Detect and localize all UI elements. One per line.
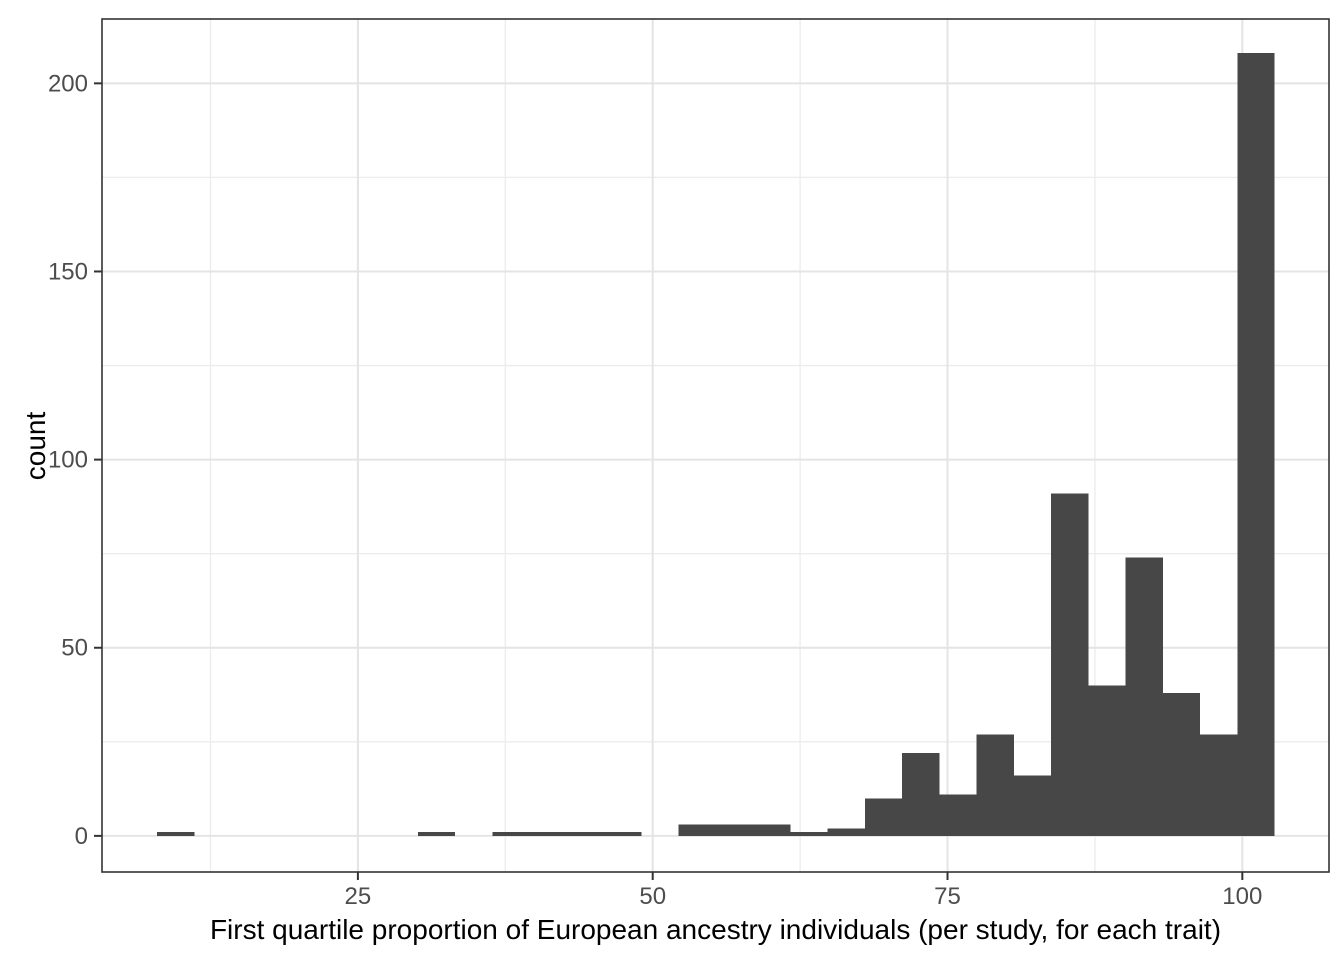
histogram-bar	[864, 798, 903, 836]
histogram-bar	[529, 832, 567, 836]
histogram-bar	[790, 832, 828, 836]
histogram-bar	[1051, 493, 1089, 836]
histogram-bar	[715, 824, 754, 836]
y-axis-tick-label: 200	[48, 70, 88, 97]
y-axis-title: count	[20, 411, 51, 481]
histogram-bar	[1200, 734, 1238, 836]
histogram-bar	[902, 753, 940, 836]
histogram-bar	[157, 832, 195, 836]
histogram-bar	[976, 734, 1014, 836]
y-axis-tick-label: 50	[61, 635, 88, 662]
histogram-bar	[753, 824, 791, 836]
x-axis-title: First quartile proportion of European an…	[209, 914, 1222, 945]
histogram-bar	[417, 832, 456, 836]
histogram-bar	[604, 832, 642, 836]
histogram-bar	[1088, 685, 1126, 836]
x-axis-tick-label: 100	[1222, 883, 1262, 910]
x-axis-tick-label: 75	[934, 883, 961, 910]
y-axis-tick-label: 0	[75, 823, 88, 850]
x-axis-tick-label: 50	[639, 883, 666, 910]
y-axis-tick-label: 100	[48, 447, 88, 474]
y-axis-tick-label: 150	[48, 258, 88, 285]
histogram-bar	[678, 824, 716, 836]
histogram-bar	[939, 794, 977, 836]
plot-panel-border	[101, 18, 1330, 873]
histogram-bar	[1237, 53, 1275, 836]
histogram-bar	[1125, 557, 1163, 836]
histogram-bar	[492, 832, 530, 836]
x-axis-tick-label: 25	[345, 883, 372, 910]
histogram-bar	[827, 828, 865, 836]
histogram-bar	[1162, 692, 1201, 836]
histogram-bar	[1013, 775, 1052, 836]
histogram-bar	[566, 832, 605, 836]
